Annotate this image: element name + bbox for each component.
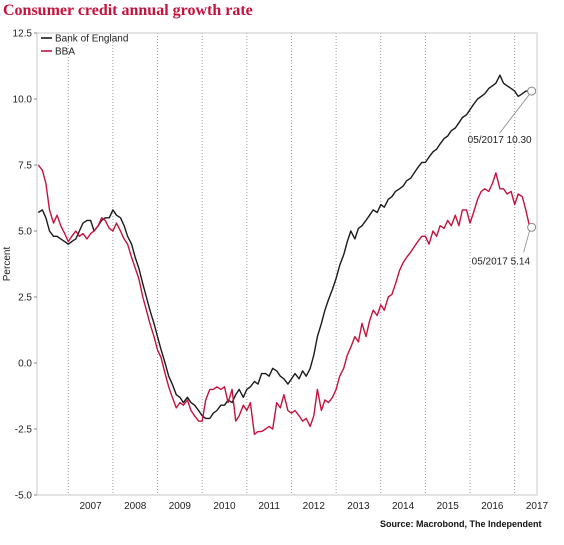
y-tick-label: 10.0	[13, 95, 33, 106]
legend-label: BBA	[55, 47, 75, 58]
axes: 12.5 10.0 7.5 5.0 2.5 0.0 -2.5 -5.0 2007 2008 2009…	[2, 29, 549, 513]
x-tick-label: 2007	[79, 501, 102, 512]
source-note: Source: Macrobond, The Independent	[380, 519, 542, 529]
series-line-bank-of-england	[37, 74, 532, 420]
x-tick-label: 2010	[213, 501, 236, 512]
x-tick-label: 2017	[526, 501, 549, 512]
x-tick-label: 2013	[347, 501, 370, 512]
series-lines	[37, 74, 533, 435]
y-tick-label: 12.5	[13, 29, 33, 40]
annotation-label: 05/2017 5.14	[472, 256, 531, 267]
legend: Bank of England BBA	[41, 34, 128, 58]
x-tick-label: 2016	[481, 501, 504, 512]
chart-title: Consumer credit annual growth rate	[3, 2, 253, 19]
y-tick-label: -2.5	[15, 425, 33, 436]
y-tick-label: 0.0	[18, 359, 32, 370]
x-tick-label: 2015	[437, 501, 460, 512]
legend-label: Bank of England	[55, 34, 128, 45]
y-tick-label: -5.0	[15, 491, 33, 502]
annotation-leader	[499, 93, 530, 134]
series-line-bba	[37, 164, 533, 435]
y-axis-label: Percent	[2, 247, 13, 282]
annotation-marker	[527, 222, 537, 232]
plot-frame	[36, 32, 538, 496]
x-tick-label: 2012	[303, 501, 326, 512]
annotation-label: 05/2017 10.30	[468, 135, 532, 146]
gridlines	[67, 33, 516, 495]
y-tick-label: 2.5	[18, 293, 32, 304]
y-tick-label: 5.0	[18, 227, 32, 238]
x-tick-label: 2008	[124, 501, 147, 512]
x-tick-label: 2011	[258, 501, 280, 512]
y-tick-label: 7.5	[18, 161, 32, 172]
x-tick-label: 2014	[392, 501, 415, 512]
x-tick-label: 2009	[169, 501, 192, 512]
annotations: 05/2017 10.30 05/2017 5.14	[468, 86, 537, 267]
annotation-marker	[527, 86, 537, 96]
annotation-leader	[523, 230, 531, 253]
